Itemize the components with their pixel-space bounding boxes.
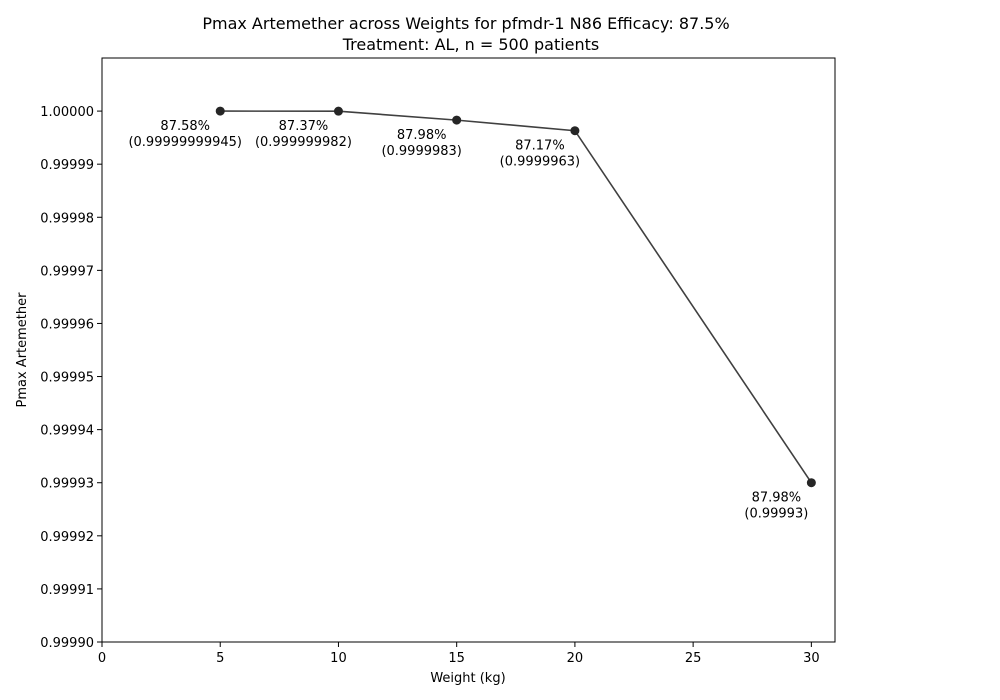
x-tick-label: 5: [216, 651, 224, 666]
data-label-efficacy: 87.98%: [752, 491, 802, 506]
y-tick-label: 0.99991: [40, 583, 94, 598]
data-point: [333, 106, 343, 116]
y-tick-label: 0.99992: [40, 530, 94, 545]
chart-title: Pmax Artemether across Weights for pfmdr…: [202, 14, 729, 33]
data-label-value: (0.99999999945): [128, 135, 242, 150]
y-tick-label: 0.99994: [40, 424, 94, 439]
y-tick-label: 0.99996: [40, 317, 94, 332]
x-tick-label: 20: [567, 651, 584, 666]
y-axis-label: Pmax Artemether: [15, 292, 30, 408]
data-labels: 87.58%(0.99999999945) 87.37%(0.999999982)…: [128, 119, 808, 522]
data-label-efficacy: 87.98%: [397, 128, 447, 143]
y-tick-label: 0.99997: [40, 264, 94, 279]
y-tick-label: 0.99995: [40, 371, 94, 386]
x-tick-label: 30: [803, 651, 820, 666]
plot-area: [101, 57, 836, 643]
x-tick-label: 15: [448, 651, 465, 666]
y-tick-label: 0.99999: [40, 158, 94, 173]
data-point: [215, 106, 225, 116]
data-label-efficacy: 87.37%: [279, 119, 329, 134]
data-label-value: (0.99993): [744, 507, 808, 522]
x-axis: 0 5 10 15 20 25 30: [98, 642, 820, 666]
data-point: [806, 478, 816, 488]
x-tick-label: 10: [330, 651, 347, 666]
x-axis-label: Weight (kg): [430, 671, 505, 686]
y-axis: 0.99990 0.99991 0.99992 0.99993 0.99994 0.999…: [40, 105, 102, 651]
x-tick-label: 0: [98, 651, 106, 666]
y-tick-label: 0.99990: [40, 636, 94, 651]
data-label-efficacy: 87.58%: [160, 119, 210, 134]
y-tick-label: 0.99993: [40, 477, 94, 492]
data-label-efficacy: 87.17%: [515, 139, 565, 154]
series-layer: [215, 106, 816, 488]
data-point: [452, 115, 462, 125]
data-label-value: (0.9999983): [381, 144, 461, 159]
data-label-value: (0.999999982): [255, 135, 352, 150]
x-tick-label: 25: [685, 651, 702, 666]
data-point: [570, 126, 580, 136]
chart-subtitle: Treatment: AL, n = 500 patients: [342, 35, 600, 54]
data-label-value: (0.9999963): [500, 155, 580, 170]
y-tick-label: 0.99998: [40, 211, 94, 226]
y-tick-label: 1.00000: [40, 105, 94, 120]
